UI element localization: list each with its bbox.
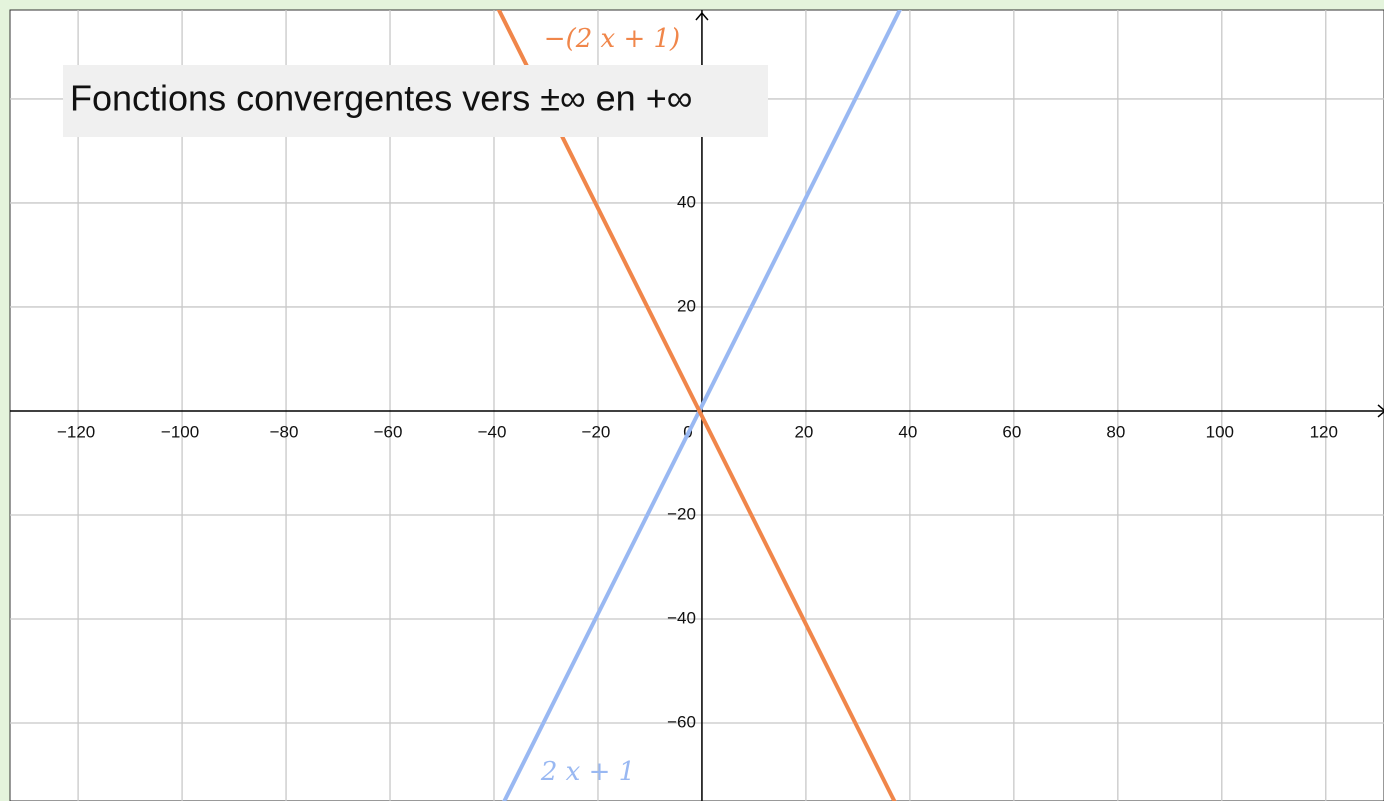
y-tick-label: 20 — [677, 296, 696, 315]
x-tick-label: −60 — [374, 422, 403, 441]
function-line — [502, 10, 902, 801]
x-tick-label: −100 — [161, 422, 199, 441]
y-tick-label: −20 — [667, 504, 696, 523]
x-tick-label: 100 — [1206, 422, 1234, 441]
x-tick-label: 60 — [1002, 422, 1021, 441]
x-tick-label: 40 — [898, 422, 917, 441]
line-label: 2 x + 1 — [540, 757, 635, 787]
y-axis-arrow — [695, 11, 709, 21]
y-tick-label: −60 — [667, 712, 696, 731]
x-tick-label: −20 — [582, 422, 611, 441]
x-tick-label: −80 — [270, 422, 299, 441]
function-line — [496, 10, 897, 801]
title-box — [63, 65, 768, 137]
x-tick-label: −40 — [478, 422, 507, 441]
x-tick-label: 20 — [794, 422, 813, 441]
y-tick-label: −40 — [667, 608, 696, 627]
line-label: −(2 x + 1) — [544, 24, 680, 54]
y-tick-label: 40 — [677, 192, 696, 211]
chart-title: Fonctions convergentes vers ±∞ en +∞ — [70, 78, 692, 119]
x-tick-label: 120 — [1310, 422, 1338, 441]
x-axis-arrow — [1377, 404, 1384, 418]
x-tick-label: 80 — [1106, 422, 1125, 441]
x-tick-label: −120 — [57, 422, 95, 441]
